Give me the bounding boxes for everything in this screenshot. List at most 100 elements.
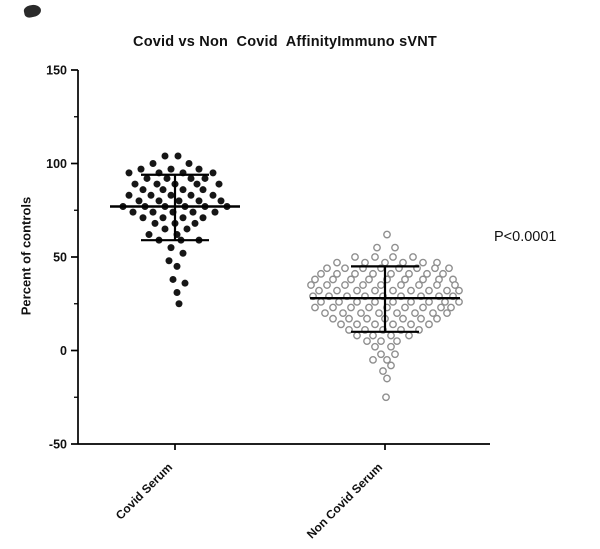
data-point-filled	[169, 275, 177, 283]
data-point-open	[411, 309, 419, 317]
data-point-open	[393, 309, 401, 317]
data-point-open	[371, 253, 379, 261]
data-point-open	[377, 337, 385, 346]
data-point-open	[415, 281, 423, 289]
data-point-open	[439, 269, 447, 278]
data-point-filled	[193, 180, 201, 188]
data-point-open	[447, 303, 455, 312]
data-point-open	[351, 253, 359, 261]
data-point-filled	[155, 197, 163, 205]
y-tick-label: 150	[46, 64, 67, 78]
data-point-open	[335, 297, 343, 306]
data-point-open	[333, 286, 341, 295]
y-tick-label: -50	[49, 438, 67, 452]
data-point-filled	[215, 180, 223, 188]
data-point-filled	[163, 174, 171, 182]
data-point-open	[373, 243, 381, 252]
data-point-open	[401, 303, 409, 312]
y-tick-label: 50	[53, 251, 67, 265]
data-point-filled	[143, 174, 151, 182]
data-point-filled	[125, 169, 133, 177]
data-point-open	[431, 264, 439, 273]
y-tick-label: 0	[60, 344, 67, 358]
data-point-open	[382, 393, 390, 402]
data-point-filled	[173, 262, 181, 270]
data-point-open	[407, 320, 415, 329]
data-point-open	[363, 314, 371, 323]
data-point-open	[425, 320, 433, 329]
x-tick-label: Covid Serum	[113, 460, 175, 522]
series-non-covid-serum	[307, 230, 463, 402]
data-point-open	[387, 342, 395, 351]
data-point-open	[351, 269, 359, 278]
data-point-filled	[209, 191, 217, 199]
data-point-open	[387, 269, 395, 278]
data-point-filled	[211, 208, 219, 216]
data-point-open	[419, 258, 427, 267]
data-point-open	[371, 342, 379, 351]
data-point-open	[315, 286, 323, 295]
data-point-filled	[159, 186, 167, 194]
data-point-open	[419, 303, 427, 312]
data-point-open	[393, 337, 401, 346]
data-point-open	[369, 355, 377, 364]
data-point-open	[341, 264, 349, 273]
data-point-open	[425, 297, 433, 306]
data-point-filled	[145, 231, 153, 239]
series-covid-serum	[110, 152, 240, 308]
data-point-open	[437, 303, 445, 312]
data-point-filled	[174, 152, 182, 160]
data-point-open	[353, 331, 361, 340]
data-point-open	[347, 275, 355, 284]
data-point-filled	[183, 225, 191, 233]
y-tick-label: 100	[46, 157, 67, 171]
data-point-open	[339, 309, 347, 317]
data-point-open	[317, 269, 325, 278]
data-point-open	[337, 320, 345, 329]
data-point-open	[307, 281, 315, 289]
data-point-open	[353, 286, 361, 295]
data-point-open	[345, 326, 353, 334]
data-point-open	[455, 286, 463, 295]
data-point-open	[353, 297, 361, 306]
data-point-open	[369, 269, 377, 278]
data-point-open	[429, 309, 437, 317]
data-point-open	[399, 314, 407, 323]
data-point-open	[369, 331, 377, 340]
data-point-open	[409, 253, 417, 261]
data-point-open	[341, 281, 349, 289]
p-value-annotation: P<0.0001	[494, 229, 557, 245]
data-point-open	[391, 243, 399, 252]
data-point-filled	[161, 225, 169, 233]
data-point-open	[377, 350, 385, 359]
data-point-open	[371, 297, 379, 306]
data-point-open	[417, 314, 425, 323]
x-tick-label: Non Covid Serum	[304, 460, 385, 541]
data-point-filled	[161, 152, 169, 160]
data-point-open	[383, 374, 391, 383]
data-point-open	[405, 269, 413, 278]
data-point-open	[357, 309, 365, 317]
data-point-filled	[165, 257, 173, 265]
data-point-filled	[199, 186, 207, 194]
data-point-filled	[195, 197, 203, 205]
data-point-open	[433, 281, 441, 289]
data-point-filled	[173, 289, 181, 297]
data-point-open	[423, 269, 431, 278]
data-point-open	[383, 355, 391, 364]
data-point-open	[359, 281, 367, 289]
data-point-open	[363, 337, 371, 346]
data-point-filled	[175, 197, 183, 205]
data-point-filled	[167, 244, 175, 252]
data-point-open	[333, 269, 341, 278]
data-point-open	[329, 303, 337, 312]
data-point-open	[407, 297, 415, 306]
data-point-open	[377, 281, 385, 289]
data-point-open	[401, 275, 409, 284]
data-point-filled	[199, 214, 207, 222]
data-point-open	[321, 309, 329, 317]
data-point-filled	[201, 174, 209, 182]
data-point-filled	[187, 174, 195, 182]
